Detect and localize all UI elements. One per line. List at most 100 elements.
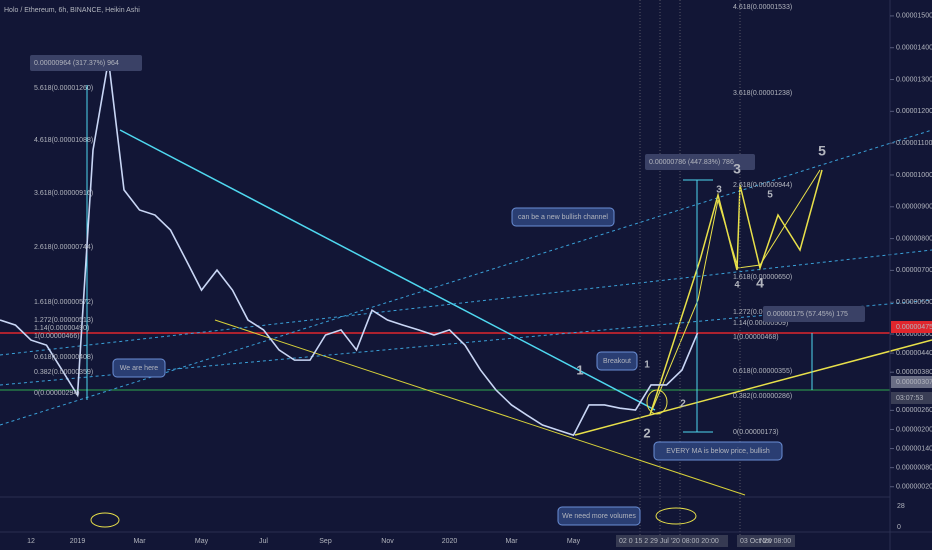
cursor-label: 03 Oct '20 08:00 [740,538,791,545]
x-tick-label: May [567,538,581,545]
fib-label: 0.382(0.00000286) [733,393,792,400]
x-tick-label: Jul [259,538,268,545]
x-tick-label: 12 [27,538,35,545]
y-tick-label: 0.00001300 [896,76,932,83]
y-tick-label: 0.00000500 [896,331,932,338]
wave-label: 3 [716,185,722,196]
price-tag-label: 03:07:53 [896,395,923,402]
price-tag [891,321,932,333]
cursor-label: 02 0 15 2 29 Jul '20 08:00 20:00 [619,538,719,545]
y-tick-label: 0.00001500 [896,13,932,20]
y-tick-label: 0.00000600 [896,299,932,306]
wave-label: 4 [734,279,739,289]
trendline [119,129,656,411]
price-tag-label: 0.00000475 [896,324,932,331]
fib-label: 1(0.00000466) [34,333,80,340]
fib-label: 0.618(0.00000355) [733,368,792,375]
fib-label: 2.618(0.00000944) [733,182,792,189]
fib-label: 1(0.00000468) [733,334,779,341]
note-text: EVERY MA is below price, bullish [666,448,770,455]
y-tick-label: 0.00001100 [896,140,932,147]
wave-label: 4 [756,275,764,291]
volume-tick-label: 0 [897,524,901,531]
note-text: can be a new bullish channel [518,214,608,221]
measure-label: 0.00000964 (317.37%) 964 [34,60,119,67]
dotted-channel [0,129,932,426]
highlight [90,512,120,528]
measure-label: 0.00000786 (447.83%) 786 [649,159,734,166]
x-tick-label: Mar [505,538,518,545]
fib-label: 4.618(0.00001088) [34,137,93,144]
chart-title: Holo / Ethereum, 6h, BINANCE, Heikin Ash… [4,7,140,14]
x-tick-label: 2019 [70,538,86,545]
channel-low [214,319,746,496]
cursor-strip [616,535,728,547]
y-tick-label: 0.00000800 [896,235,932,242]
wave-label: 1 [644,360,650,371]
fib-label: 0(0.00000294) [34,390,80,397]
fib-label: 2.618(0.00000744) [34,244,93,251]
y-tick-label: 0.00000900 [896,204,932,211]
price-tag-label: 0.00000307 [896,379,932,386]
x-tick-label: Mar [133,538,146,545]
wave-label: 5 [767,190,773,201]
wave-projection [649,169,821,416]
y-tick-label: 0.00001200 [896,108,932,115]
note-box [596,351,638,371]
x-tick-label: 2020 [442,538,458,545]
fib-label: 0.382(0.00000359) [34,369,93,376]
wave-label: 5 [818,143,826,159]
note-box [653,441,783,461]
wave-label: 2 [680,399,686,410]
x-tick-label: May [195,538,209,545]
measure-box [763,306,865,322]
fib-label: 1.618(0.00000650) [733,274,792,281]
wave-label: 1 [576,362,583,377]
support [574,339,932,436]
fib-label: 0(0.00000173) [733,429,779,436]
y-tick-label: 0.00000200 [896,426,932,433]
wave-label: 2 [643,425,650,440]
note-box [112,358,166,378]
y-tick-label: 0.00001000 [896,172,932,179]
x-tick-label: Sep [319,538,332,545]
note-box [557,506,641,526]
volume-tick-label: 28 [897,503,905,510]
y-tick-label: 0.00000140 [896,445,932,452]
fib-label: 1.272(0.00000513) [34,317,93,324]
fib-label: 1.14(0.00000509) [733,320,788,327]
fib-label: 5.618(0.00001260) [34,85,93,92]
price-tag [891,392,932,404]
fib-label: 0.618(0.00000408) [34,354,93,361]
y-tick-label: 0.00000380 [896,369,932,376]
y-tick-label: 0.00000440 [896,350,932,357]
note-text: Breakout [603,358,631,365]
measure-label: 0.00000175 (57.45%) 175 [767,311,848,318]
cursor-strip [737,535,795,547]
y-tick-label: 0.00000700 [896,267,932,274]
y-tick-label: 0.00000080 [896,464,932,471]
note-text: We are here [120,365,158,372]
fib-label: 3.618(0.00001238) [733,90,792,97]
fib-label: 3.618(0.00000916) [34,190,93,197]
note-text: We need more volumes [562,513,636,520]
wave-label: 3 [733,161,741,177]
measure-box [645,154,755,170]
price-line [0,59,699,437]
wave-projection [649,169,823,416]
highlight [655,507,697,525]
price-tag [891,376,932,388]
fib-label: 1.14(0.00000490) [34,325,89,332]
dotted-channel [0,249,932,356]
highlight [646,389,668,415]
fib-label: 4.618(0.00001533) [733,4,792,11]
note-box [511,207,615,227]
y-tick-label: 0.00000020 [896,484,932,491]
fib-label: 1.272(0.00000548) [733,309,792,316]
x-tick-label: Nov [381,538,394,545]
y-tick-label: 0.00000260 [896,407,932,414]
fib-label: 1.618(0.00000572) [34,299,93,306]
measure-box [30,55,142,71]
